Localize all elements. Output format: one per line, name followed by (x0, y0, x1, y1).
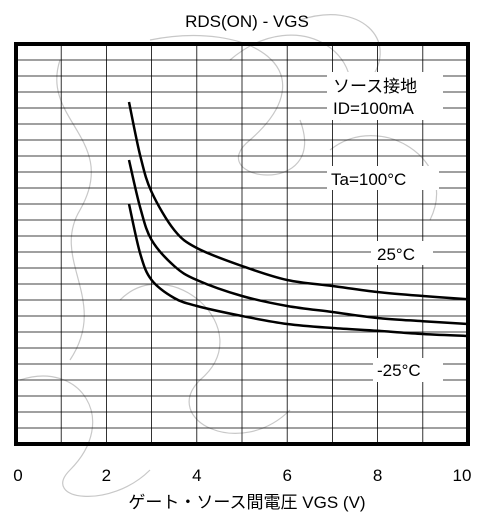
series-line-2 (127, 159, 469, 326)
annotation-condition-line2: ID=100mA (333, 99, 414, 118)
series-label-25: 25°C (377, 245, 415, 264)
x-tick-label: 4 (192, 466, 201, 485)
x-tick-label: 10 (453, 466, 472, 485)
x-tick-label: 2 (102, 466, 111, 485)
series-label-minus25: -25°C (377, 361, 421, 380)
series-layer (127, 101, 469, 338)
x-tick-label: 6 (282, 466, 291, 485)
x-tick-label: 0 (13, 466, 22, 485)
x-tick-label: 8 (373, 466, 382, 485)
chart-title: RDS(ON) - VGS (185, 12, 309, 31)
series-line-1 (127, 101, 469, 301)
series-line-3 (127, 203, 469, 338)
x-tick-labels: 0 2 4 6 8 10 (13, 466, 471, 485)
annotation-bg-series-1 (327, 166, 439, 190)
annotation-condition-line1: ソース接地 (333, 77, 417, 96)
x-axis-label: ゲート・ソース間電圧 VGS (V) (128, 493, 365, 512)
annotation-bg-series-2 (371, 241, 433, 265)
grid (16, 44, 468, 444)
annotation-bg-condition (327, 72, 443, 120)
series-label-ta100: Ta=100°C (331, 170, 406, 189)
plot-frame (14, 42, 470, 446)
annotation-bg-series-3 (373, 358, 443, 382)
